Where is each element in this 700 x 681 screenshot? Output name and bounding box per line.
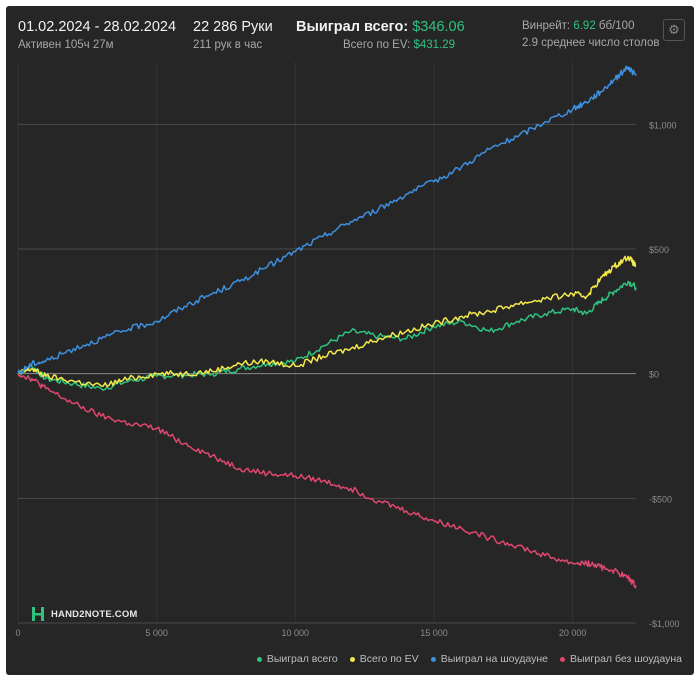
avg-tables: 2.9 среднее число столов [522,37,660,49]
ev-total: Всего по EV: $431.29 [343,39,455,51]
series-line-won-total [17,280,637,392]
won-total-label: Выиграл всего: [296,19,409,35]
winrate-value: 6.92 [573,20,596,32]
legend-item-non-showdown[interactable]: Выиграл без шоудауна [560,653,682,665]
x-tick-label-2: 10 000 [282,628,310,638]
legend-dot-showdown [430,656,436,662]
winrate-unit: бб/100 [598,20,635,32]
x-tick-label-0: 0 [15,628,20,638]
won-total-value: $346.06 [412,19,465,35]
y-tick-label-1: $500 [649,245,669,255]
ev-total-value: $431.29 [413,39,456,51]
legend-dot-ev [349,656,355,662]
logo: HAND2NOTE.COM [30,606,138,622]
x-tick-label-3: 15 000 [420,628,448,638]
logo-text: HAND2NOTE.COM [51,608,138,620]
y-tick-label-2: $0 [649,370,659,380]
ev-total-label: Всего по EV: [343,39,411,51]
date-range[interactable]: 01.02.2024 - 28.02.2024 [18,19,177,35]
x-tick-label-1: 5 000 [145,628,168,638]
won-total: Выиграл всего: $346.06 [296,19,465,35]
hands-count: 22 286 Руки [193,19,273,35]
winrate: Винрейт: 6.92 бб/100 [522,20,634,32]
x-tick-label-4: 20 000 [559,628,587,638]
legend-item-won-total[interactable]: Выиграл всего [256,653,338,665]
winrate-label: Винрейт: [522,20,571,32]
graph-panel: 01.02.2024 - 28.02.2024 Активен 105ч 27м… [6,6,694,675]
legend-label-ev: Всего по EV [359,653,419,665]
y-tick-label-3: -$500 [649,494,672,504]
legend: Выиграл всего Всего по EV Выиграл на шоу… [256,653,682,665]
chart-svg: $1,000 $500 $0 -$500 -$1,000 0 5 000 10 000 15 0… [15,62,680,638]
legend-item-ev[interactable]: Всего по EV [349,653,419,665]
legend-dot-won-total [256,656,262,662]
series-line-showdown [17,65,637,374]
legend-item-showdown[interactable]: Выиграл на шоудауне [430,653,548,665]
legend-label-showdown: Выиграл на шоудауне [440,653,548,665]
series-line-ev [17,255,637,388]
y-tick-label-0: $1,000 [649,120,677,130]
gear-icon[interactable]: ⚙ [663,19,685,41]
legend-label-won-total: Выиграл всего [266,653,338,665]
hands-per-hour: 211 рук в час [193,39,263,51]
y-tick-label-4: -$1,000 [649,619,680,629]
series-line-non-showdown [17,373,637,589]
hand2note-logo-icon [32,607,44,621]
active-time: Активен 105ч 27м [18,39,114,51]
legend-dot-non-showdown [560,656,565,662]
legend-label-non-showdown: Выиграл без шоудауна [570,653,682,665]
